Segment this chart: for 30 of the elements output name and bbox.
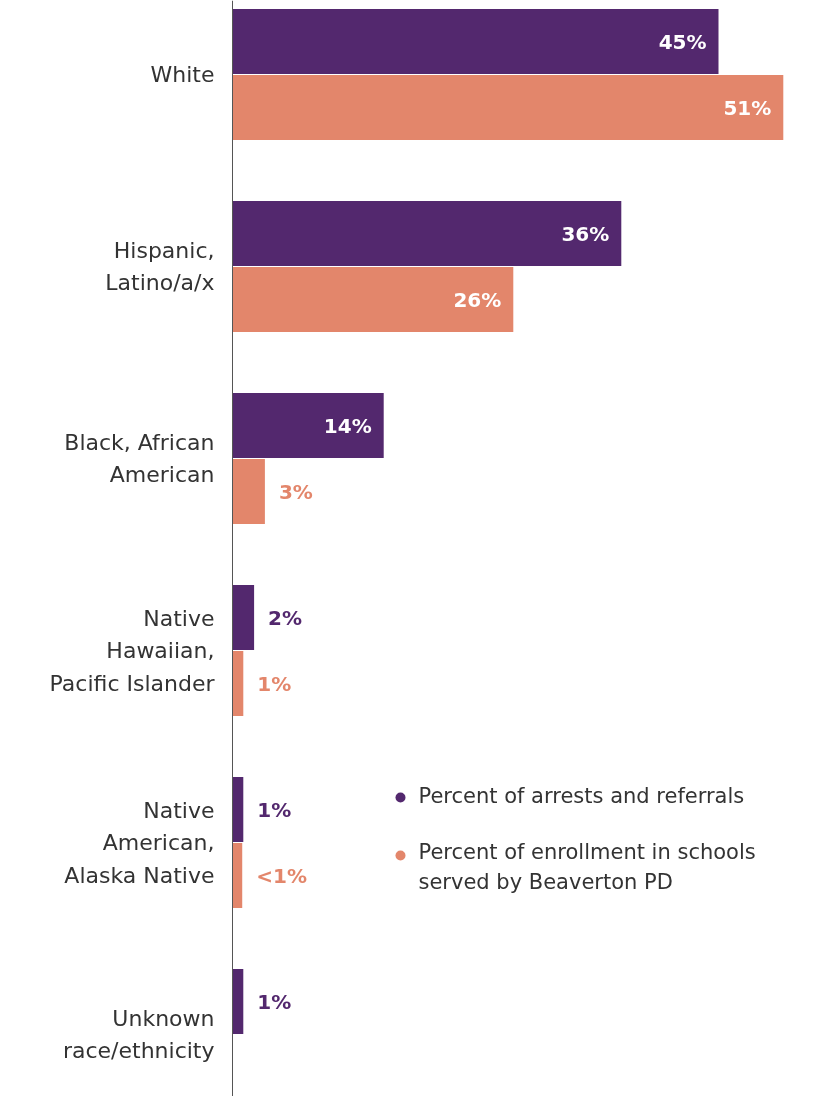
bar: [232, 969, 244, 1034]
data-label: 51%: [723, 95, 772, 120]
data-label: 14%: [323, 413, 372, 438]
bar: [232, 843, 243, 908]
bar: [232, 75, 784, 140]
data-label: 1%: [257, 671, 292, 696]
bar: [232, 777, 244, 842]
data-label: <1%: [256, 863, 307, 888]
data-label: 2%: [268, 605, 303, 630]
bar: [232, 393, 384, 458]
y-tick-label: Unknown race/ethnicity: [62, 1005, 215, 1064]
data-label: 45%: [658, 29, 707, 54]
legend-label: Percent of enrollment in schools served by Beaverton PD: [418, 839, 756, 894]
y-tick-label: Native American, Alaska Native: [64, 797, 215, 888]
y-tick-label: Hispanic, Latino/a/x: [105, 237, 215, 296]
bar: [232, 585, 255, 650]
legend-label: Percent of arrests and referrals: [418, 783, 745, 808]
data-label: 36%: [561, 221, 610, 246]
y-tick-label: Native Hawaiian, Pacific Islander: [49, 605, 216, 696]
bar: [232, 267, 514, 332]
bar: [232, 201, 622, 266]
y-tick-label: White: [150, 62, 215, 87]
bar: [232, 9, 719, 74]
data-label: 3%: [278, 479, 313, 504]
y-tick-label: Black, African American: [64, 429, 215, 488]
data-label: 1%: [257, 989, 292, 1014]
bar: [232, 459, 265, 524]
data-label: 26%: [453, 287, 502, 312]
bar: [232, 651, 244, 716]
data-label: 1%: [257, 797, 292, 822]
